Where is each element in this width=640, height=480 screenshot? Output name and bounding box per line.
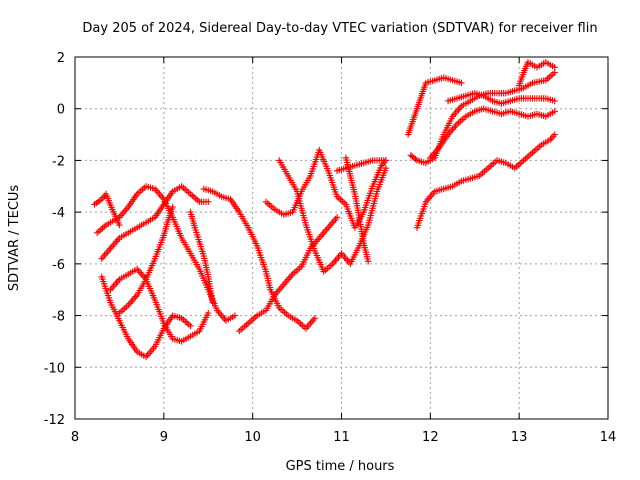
data-point [551,131,558,138]
x-tick-label: 14 [600,430,617,445]
x-tick-label: 12 [422,430,439,445]
series-track-2 [94,183,239,324]
series-track-9 [236,214,341,335]
axis-ticks [74,56,609,420]
data-point [412,155,419,163]
data-point [551,64,558,71]
series-track-11 [276,157,390,275]
data-point [169,203,176,211]
y-tick-label: -2 [52,154,65,169]
series-track-18 [444,90,558,107]
data-point [551,108,558,115]
data-point [333,214,341,221]
series-track-13 [342,154,372,265]
y-tick-label: -10 [44,361,65,376]
series-track-5 [107,265,212,345]
series-track-17 [427,105,558,161]
series-track-4 [98,273,194,361]
series-track-1 [91,190,123,229]
data-point [231,312,239,319]
data-point [458,79,465,87]
x-tick-label: 10 [244,430,261,445]
y-tick-label: -12 [44,413,65,428]
data-point [365,258,372,265]
x-tick-label: 9 [160,430,168,445]
data-point [116,221,123,229]
data-point [205,309,212,317]
x-tick-label: 11 [333,430,350,445]
y-tick-label: 0 [57,103,65,118]
y-tick-label: 2 [57,51,65,66]
y-tick-label: -4 [52,206,65,221]
data-point [382,157,390,164]
series-track-6 [116,203,176,317]
y-tick-label: -6 [52,258,65,273]
x-axis-tick-labels: 8 9 10 11 12 13 14 [71,430,616,445]
data-point [209,299,216,306]
data-point [551,97,558,105]
y-axis-tick-labels: -12 -10 -8 -6 -4 -2 0 2 [44,51,65,428]
data-points [91,59,558,361]
series-track-3 [98,183,212,262]
data-point [311,315,318,322]
series-track-19 [516,59,558,89]
x-tick-label: 8 [71,430,79,445]
data-point [382,165,390,172]
grid-lines [75,57,608,419]
data-point [187,322,194,330]
series-track-12 [333,157,390,174]
data-point [205,198,212,205]
series-track-7 [187,208,216,306]
x-tick-label: 13 [511,430,528,445]
series-track-16 [413,131,558,231]
y-tick-label: -8 [52,310,65,325]
chart-title: Day 205 of 2024, Sidereal Day-to-day VTE… [82,21,597,36]
y-axis-label: SDTVAR / TECUs [7,185,22,292]
series-track-15 [404,74,465,138]
x-axis-label: GPS time / hours [286,459,395,474]
